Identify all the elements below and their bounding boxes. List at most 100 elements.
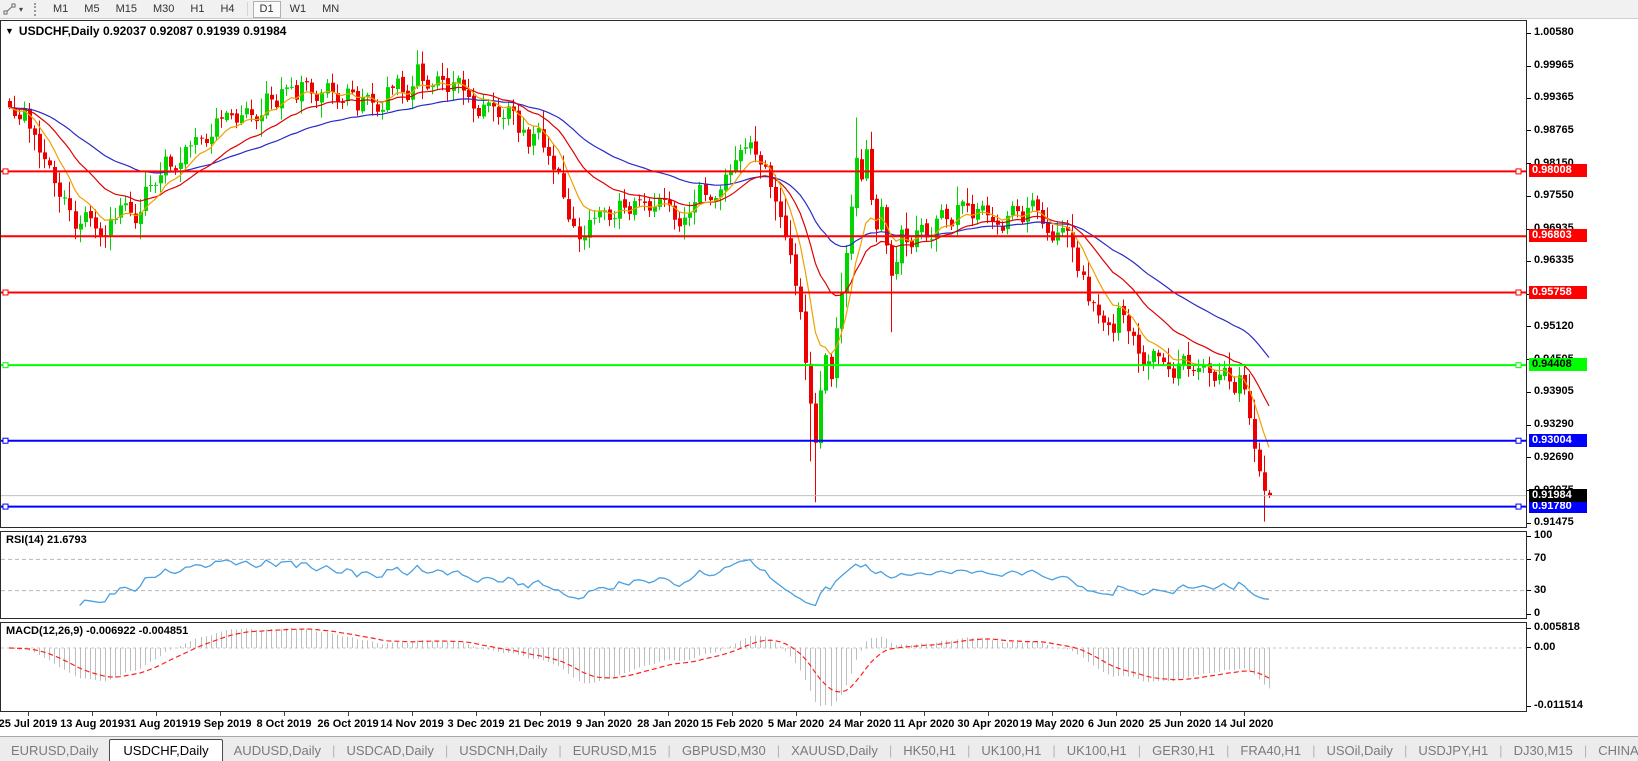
line-handle[interactable] (1515, 168, 1522, 175)
candle-down (230, 113, 234, 116)
timeframe-button-h4[interactable]: H4 (220, 2, 235, 15)
candle-down (255, 116, 259, 122)
candle-down (1157, 352, 1161, 357)
chart-tab-usdcad-daily[interactable]: USDCAD,Daily (346, 743, 434, 758)
candle-up (124, 203, 128, 206)
timeframe-button-d1[interactable]: D1 (252, 0, 281, 18)
chart-tab-eurusd-m15[interactable]: EURUSD,M15 (572, 743, 657, 758)
timeframe-button-w1[interactable]: W1 (289, 2, 307, 15)
line-handle[interactable] (2, 503, 9, 510)
date-axis-tick (284, 712, 285, 716)
line-handle[interactable] (1515, 503, 1522, 510)
candle-up (618, 200, 622, 219)
candle-up (326, 83, 330, 94)
candle-up (210, 136, 214, 144)
candle-up (1061, 227, 1065, 233)
line-handle[interactable] (2, 362, 9, 369)
candle-down (250, 109, 254, 116)
line-handle[interactable] (2, 437, 9, 444)
chart-tab-dj30-m15[interactable]: DJ30,M15 (1513, 743, 1573, 758)
candle-up (159, 175, 163, 184)
chart-tab-gbpusd-m30[interactable]: GBPUSD,M30 (681, 743, 766, 758)
candle-up (194, 137, 198, 145)
price-axis-label: 0.99365 (1534, 91, 1574, 104)
chart-tab-ger30-h1[interactable]: GER30,H1 (1152, 743, 1215, 758)
timeframe-button-m1[interactable]: M1 (53, 2, 69, 15)
rsi-axis-tick (1527, 558, 1531, 560)
candle-up (1182, 355, 1186, 365)
candle-down (809, 363, 813, 404)
line-handle[interactable] (2, 168, 9, 175)
chart-tab-fra40-h1[interactable]: FRA40,H1 (1240, 743, 1302, 758)
macd-axis-label: 0.005818 (1534, 621, 1580, 633)
timeframe-button-h1[interactable]: H1 (190, 2, 205, 15)
timeframe-button-m15[interactable]: M15 (115, 2, 137, 15)
macd-axis-label: 0.00 (1534, 640, 1556, 653)
candle-up (265, 93, 269, 116)
candle-up (280, 89, 284, 109)
candle-down (205, 138, 209, 144)
chart-tab-usdjpy-h1[interactable]: USDJPY,H1 (1418, 743, 1489, 758)
line-handle[interactable] (2, 289, 9, 296)
candle-down (472, 95, 476, 109)
candle-down (547, 146, 551, 156)
chart-tab-china300-h4[interactable]: CHINA300,H4 (1598, 743, 1638, 758)
chart-tab-eurusd-daily[interactable]: EURUSD,Daily (11, 743, 99, 758)
candle-up (895, 261, 899, 275)
candle-down (709, 196, 713, 201)
slow-ma-line (8, 98, 1270, 358)
line-handle[interactable] (1515, 362, 1522, 369)
candle-up (976, 208, 980, 220)
chart-tab-hk50-h1[interactable]: HK50,H1 (903, 743, 956, 758)
candle-up (739, 150, 743, 162)
candle-up (744, 147, 748, 149)
price-chart-canvas[interactable] (1, 21, 1526, 527)
candle-down (129, 201, 133, 213)
candle-down (527, 129, 531, 147)
chart-tab-usdcnh-daily[interactable]: USDCNH,Daily (459, 743, 548, 758)
candle-down (517, 110, 521, 133)
toolbar-grip[interactable] (34, 2, 39, 16)
candle-down (99, 228, 103, 238)
rsi-label: RSI(14) 21.6793 (6, 534, 87, 546)
candle-up (436, 76, 440, 86)
mid-ma-line (8, 86, 1270, 407)
chart-tab-uk100-h1[interactable]: UK100,H1 (981, 743, 1042, 758)
chart-tab-xauusd-daily[interactable]: XAUUSD,Daily (791, 743, 878, 758)
candle-up (683, 217, 687, 225)
chart-tab-uk100-h1[interactable]: UK100,H1 (1066, 743, 1127, 758)
timeframe-button-m30[interactable]: M30 (152, 2, 175, 15)
candle-down (13, 108, 17, 117)
candle-up (23, 108, 27, 121)
candle-up (583, 236, 587, 241)
candle-down (58, 182, 62, 197)
candle-down (376, 104, 380, 112)
date-axis-tick (1116, 712, 1117, 716)
date-axis-label: 13 Aug 2019 (60, 718, 124, 730)
price-chart-panel[interactable] (0, 20, 1527, 528)
line-handle[interactable] (1515, 437, 1522, 444)
candle-up (1202, 364, 1206, 368)
collapse-triangle-icon: ▼ (5, 26, 14, 36)
candle-up (502, 117, 506, 119)
price-axis-label: 0.92690 (1534, 450, 1574, 463)
chart-tab-audusd-daily[interactable]: AUDUSD,Daily (233, 743, 322, 758)
candle-up (109, 218, 113, 236)
date-axis-label: 5 Mar 2020 (767, 718, 825, 730)
chart-tab-usdchf-daily[interactable]: USDCHF,Daily (109, 739, 223, 761)
date-axis-label: 11 Apr 2020 (893, 718, 955, 730)
chart-tab-usoil-daily[interactable]: USOil,Daily (1326, 743, 1393, 758)
tab-separator: | (776, 743, 781, 758)
candle-up (1218, 374, 1222, 381)
candle-up (658, 198, 662, 207)
date-axis-label: 24 Mar 2020 (828, 718, 892, 730)
line-handle[interactable] (1515, 289, 1522, 296)
timeframe-button-mn[interactable]: MN (322, 2, 340, 15)
timeframe-button-m5[interactable]: M5 (84, 2, 100, 15)
drawing-tool-button[interactable]: ▾ (0, 1, 26, 17)
date-axis-tick (220, 712, 221, 716)
candle-down (1076, 247, 1080, 271)
macd-indicator-panel[interactable]: MACD(12,26,9) -0.006922 -0.004851 (0, 622, 1527, 712)
candle-down (789, 238, 793, 256)
rsi-indicator-panel[interactable]: RSI(14) 21.6793 (0, 531, 1527, 619)
